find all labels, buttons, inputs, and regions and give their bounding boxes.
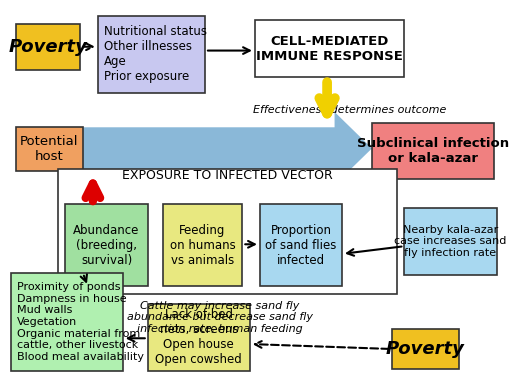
Text: Proximity of ponds
Dampness in house
Mud walls
Vegetation
Organic material from
: Proximity of ponds Dampness in house Mud…: [17, 282, 144, 362]
Bar: [404, 208, 496, 275]
Text: Lack of bed
nets, screens
Open house
Open cowshed: Lack of bed nets, screens Open house Ope…: [155, 308, 242, 366]
Text: EXPOSURE TO INFECTED VECTOR: EXPOSURE TO INFECTED VECTOR: [122, 169, 333, 182]
Text: Poverty: Poverty: [8, 38, 87, 56]
Bar: [260, 204, 342, 286]
Text: CELL-MEDIATED
IMMUNE RESPONSE: CELL-MEDIATED IMMUNE RESPONSE: [256, 35, 403, 63]
Text: Feeding
on humans
vs animals: Feeding on humans vs animals: [169, 224, 235, 267]
Text: Potential
host: Potential host: [20, 136, 78, 163]
Text: Proportion
of sand flies
infected: Proportion of sand flies infected: [265, 224, 337, 267]
Bar: [255, 20, 404, 77]
Text: Nearby kala-azar
case increases sand
fly infection rate: Nearby kala-azar case increases sand fly…: [394, 225, 507, 258]
Text: Cattle may increase sand fly
abundance but decrease sand fly
infection rate, hum: Cattle may increase sand fly abundance b…: [127, 301, 313, 334]
Text: Effectiveness determines outcome: Effectiveness determines outcome: [253, 105, 446, 115]
Bar: [163, 204, 242, 286]
Bar: [98, 16, 205, 93]
Polygon shape: [83, 112, 372, 185]
Bar: [372, 124, 494, 179]
Bar: [392, 329, 459, 369]
Bar: [65, 204, 147, 286]
Bar: [16, 24, 81, 70]
Bar: [10, 273, 123, 371]
Bar: [16, 127, 83, 171]
Text: Poverty: Poverty: [386, 340, 465, 358]
Text: Subclinical infection
or kala-azar: Subclinical infection or kala-azar: [357, 137, 509, 165]
Bar: [58, 169, 397, 294]
Text: Abundance
(breeding,
survival): Abundance (breeding, survival): [73, 224, 140, 267]
Bar: [147, 304, 250, 371]
Text: Nutritional status
Other illnesses
Age
Prior exposure: Nutritional status Other illnesses Age P…: [104, 25, 207, 84]
